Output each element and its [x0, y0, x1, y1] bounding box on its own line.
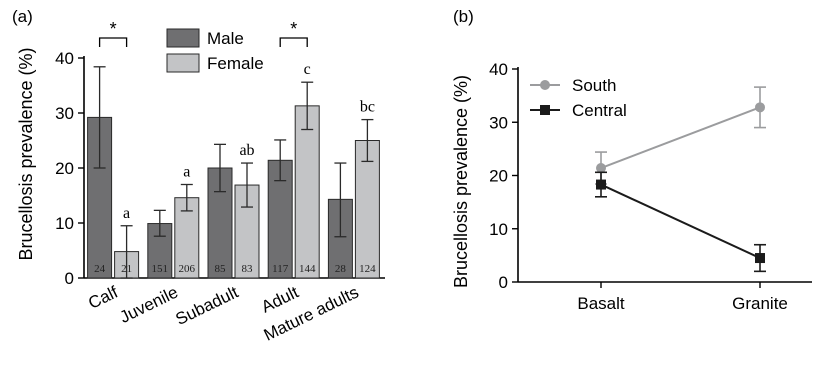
significance-letter: c: [304, 61, 311, 78]
sample-size-label: 24: [94, 263, 106, 275]
significance-letter: a: [183, 164, 190, 181]
y-axis-label: Brucellosis prevalence (%): [451, 75, 471, 288]
data-point-south: [755, 102, 765, 113]
data-point-south: [596, 163, 606, 174]
sample-size-label: 83: [242, 263, 254, 275]
y-tick-label: 10: [55, 214, 74, 233]
data-point-central: [755, 253, 765, 264]
panel-label-b: (b): [453, 7, 474, 26]
significance-bracket: [279, 37, 308, 47]
significance-bracket: [98, 37, 128, 47]
y-tick-label: 0: [499, 273, 508, 292]
series-line-south: [600, 106, 761, 169]
significance-star: *: [110, 19, 117, 39]
significance-star: *: [290, 19, 297, 39]
x-tick-label: Juvenile: [117, 283, 181, 327]
panel-label-a: (a): [12, 7, 33, 26]
y-tick-label: 10: [489, 220, 508, 239]
legend-swatch-female: [166, 53, 200, 73]
legend-label-female: Female: [207, 54, 264, 73]
legend-marker-south: [540, 80, 550, 90]
significance-letter: bc: [360, 99, 375, 116]
y-tick-label: 0: [65, 269, 74, 288]
legend-label-south: South: [572, 76, 616, 95]
sample-size-label: 144: [299, 263, 316, 275]
x-tick-label: Basalt: [577, 294, 625, 313]
legend-label-central: Central: [572, 101, 627, 120]
sample-size-label: 151: [152, 263, 169, 275]
y-tick-label: 20: [55, 159, 74, 178]
sample-size-label: 124: [359, 263, 376, 275]
sample-size-label: 117: [272, 263, 289, 275]
panel-b-line-chart: (b) 0 10 20 30 40 Brucellosis prevalence (%) Ba…: [451, 7, 812, 313]
legend-marker-central: [540, 105, 550, 115]
legend-label-male: Male: [207, 29, 244, 48]
sample-size-label: 28: [335, 263, 347, 275]
bar-female: [294, 105, 320, 279]
sample-size-label: 21: [121, 263, 132, 275]
x-tick-label: Calf: [85, 282, 121, 312]
significance-letter: a: [123, 205, 130, 222]
bar-female: [354, 140, 380, 279]
series-line-central: [600, 183, 761, 259]
x-tick-label: Granite: [732, 294, 788, 313]
y-tick-label: 30: [489, 113, 508, 132]
sample-size-label: 85: [215, 263, 227, 275]
panel-a-bar-chart: (a) 0 10 20 30 40 Brucellosis prevalence (%) 24…: [12, 7, 385, 345]
data-point-central: [596, 179, 606, 190]
y-tick-label: 30: [55, 104, 74, 123]
y-tick-label: 20: [489, 167, 508, 186]
sample-size-label: 206: [179, 263, 196, 275]
x-tick-label: Subadult: [173, 282, 242, 329]
y-tick-label: 40: [489, 60, 508, 79]
y-axis-label: Brucellosis prevalence (%): [16, 47, 36, 260]
y-tick-label: 40: [55, 49, 74, 68]
significance-letter: ab: [239, 142, 254, 159]
legend-swatch-male: [166, 28, 200, 48]
